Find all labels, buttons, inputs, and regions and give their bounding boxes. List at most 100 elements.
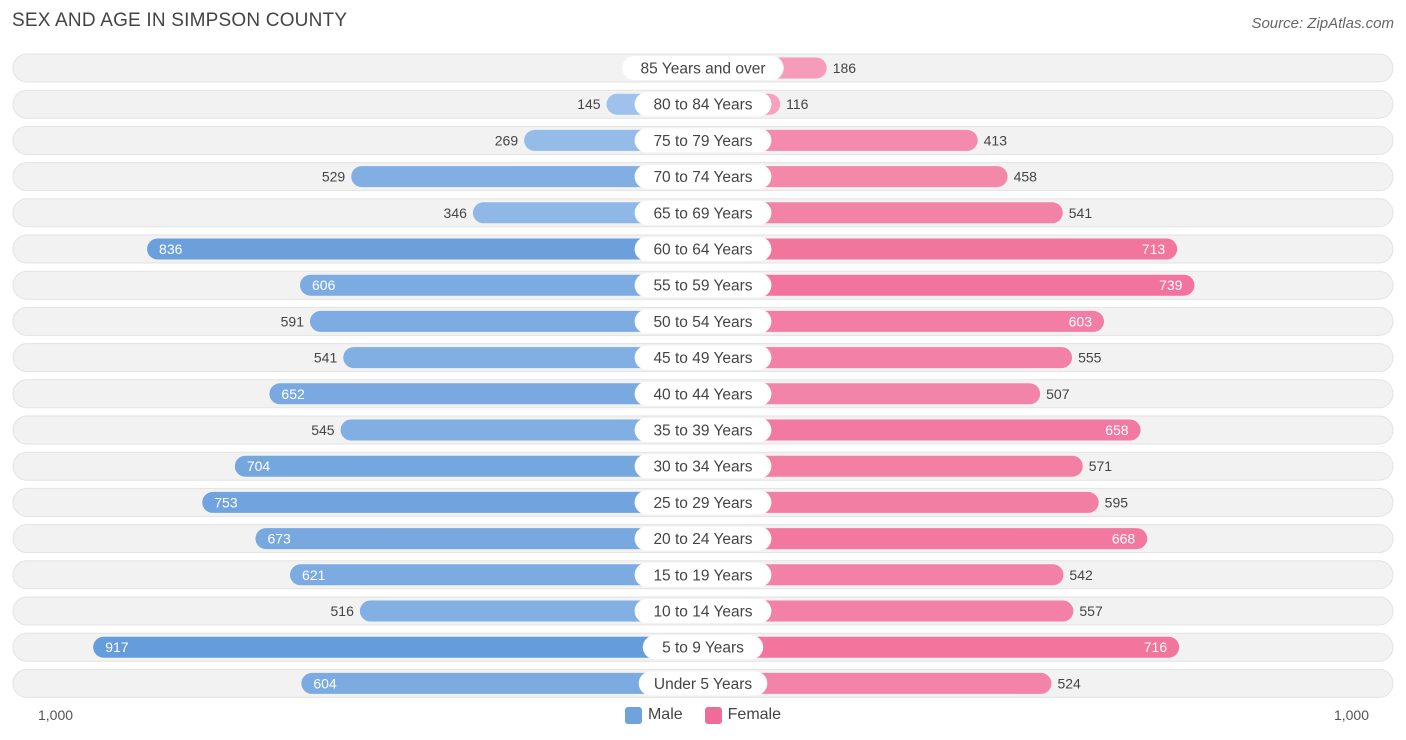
category-label: 40 to 44 Years bbox=[653, 386, 752, 403]
female-bar bbox=[703, 310, 1104, 332]
male-value-label: 606 bbox=[312, 277, 336, 293]
male-bar bbox=[147, 238, 703, 260]
female-bar bbox=[703, 129, 978, 151]
female-bar bbox=[703, 202, 1063, 224]
category-pill bbox=[634, 273, 772, 298]
male-bar bbox=[359, 600, 703, 622]
female-bar bbox=[703, 419, 1141, 441]
female-bar bbox=[703, 491, 1099, 513]
male-value-label: 836 bbox=[159, 241, 183, 257]
female-value-label: 507 bbox=[1046, 386, 1070, 402]
category-label: 55 to 59 Years bbox=[653, 278, 752, 295]
male-value-label: 516 bbox=[331, 603, 355, 619]
male-value-label: 917 bbox=[105, 639, 129, 655]
male-bar bbox=[290, 564, 703, 586]
category-label: 70 to 74 Years bbox=[653, 169, 752, 186]
legend: Male Female bbox=[0, 706, 1406, 724]
male-bar bbox=[351, 166, 703, 188]
male-bar bbox=[269, 383, 703, 405]
female-value-label: 571 bbox=[1089, 458, 1113, 474]
male-bar bbox=[340, 419, 703, 441]
category-label: 30 to 34 Years bbox=[653, 459, 752, 476]
female-bar bbox=[703, 274, 1195, 296]
category-label: 65 to 69 Years bbox=[653, 205, 752, 222]
category-label: 80 to 84 Years bbox=[653, 97, 752, 114]
female-value-label: 541 bbox=[1069, 205, 1093, 221]
category-label: 20 to 24 Years bbox=[653, 531, 752, 548]
category-label: 50 to 54 Years bbox=[653, 314, 752, 331]
category-pill bbox=[634, 599, 772, 623]
male-value-label: 346 bbox=[444, 205, 468, 221]
category-pill bbox=[634, 562, 772, 587]
female-value-label: 716 bbox=[1144, 639, 1168, 655]
female-value-label: 603 bbox=[1069, 313, 1093, 329]
legend-item-male: Male bbox=[624, 706, 683, 724]
female-bar bbox=[703, 166, 1008, 188]
axis-label-right: 1,000 bbox=[1333, 707, 1369, 723]
female-bar bbox=[703, 672, 1052, 694]
category-label: 35 to 39 Years bbox=[653, 423, 752, 440]
female-value-label: 524 bbox=[1057, 675, 1081, 691]
female-bar bbox=[703, 347, 1073, 369]
male-value-label: 704 bbox=[247, 458, 271, 474]
female-value-label: 555 bbox=[1078, 350, 1102, 366]
category-pill bbox=[634, 92, 772, 117]
source-note: Source: ZipAtlas.com bbox=[1251, 15, 1394, 32]
male-bar bbox=[301, 672, 703, 694]
category-pill bbox=[634, 526, 772, 551]
male-value-label: 604 bbox=[313, 675, 337, 691]
female-bar bbox=[703, 528, 1148, 550]
category-label: 10 to 14 Years bbox=[653, 604, 752, 621]
category-label: 45 to 49 Years bbox=[653, 350, 752, 367]
category-pill bbox=[634, 164, 772, 189]
male-value-label: 753 bbox=[214, 494, 238, 510]
female-bar bbox=[703, 238, 1178, 260]
male-value-label: 591 bbox=[281, 313, 305, 329]
male-value-label: 652 bbox=[281, 386, 305, 402]
female-bar bbox=[703, 383, 1041, 405]
female-bar bbox=[703, 600, 1074, 622]
female-value-label: 458 bbox=[1014, 169, 1038, 185]
category-label: 25 to 29 Years bbox=[653, 495, 752, 512]
category-label: 5 to 9 Years bbox=[662, 640, 744, 657]
female-value-label: 413 bbox=[984, 132, 1008, 148]
category-pill bbox=[634, 345, 772, 370]
category-pill bbox=[634, 418, 772, 442]
legend-label-male: Male bbox=[647, 706, 683, 723]
male-bar bbox=[309, 310, 703, 332]
category-label: Under 5 Years bbox=[654, 676, 752, 693]
male-bar bbox=[234, 455, 703, 477]
category-pill bbox=[634, 381, 772, 406]
category-pill bbox=[634, 454, 772, 479]
male-bar bbox=[343, 347, 703, 369]
category-pill bbox=[634, 128, 772, 153]
male-value-label: 673 bbox=[267, 531, 291, 547]
female-value-label: 739 bbox=[1159, 277, 1183, 293]
legend-swatch-female bbox=[704, 706, 722, 724]
category-label: 75 to 79 Years bbox=[653, 133, 752, 150]
male-value-label: 269 bbox=[495, 132, 519, 148]
male-value-label: 145 bbox=[577, 96, 601, 112]
category-label: 60 to 64 Years bbox=[653, 242, 752, 259]
female-bar bbox=[703, 455, 1083, 477]
male-value-label: 621 bbox=[302, 567, 326, 583]
category-pill bbox=[638, 671, 768, 696]
legend-label-female: Female bbox=[727, 706, 782, 723]
female-value-label: 595 bbox=[1105, 494, 1129, 510]
category-label: 15 to 19 Years bbox=[653, 567, 752, 584]
female-value-label: 668 bbox=[1112, 531, 1136, 547]
female-value-label: 557 bbox=[1079, 603, 1103, 619]
legend-item-female: Female bbox=[704, 706, 782, 724]
male-bar bbox=[93, 636, 703, 658]
female-value-label: 186 bbox=[833, 60, 857, 76]
male-value-label: 545 bbox=[311, 422, 335, 438]
female-value-label: 658 bbox=[1105, 422, 1129, 438]
category-pill bbox=[622, 56, 784, 80]
female-bar bbox=[703, 564, 1064, 586]
male-bar bbox=[255, 528, 703, 550]
female-value-label: 542 bbox=[1069, 567, 1093, 583]
category-pill bbox=[634, 490, 772, 515]
male-value-label: 529 bbox=[322, 169, 346, 185]
legend-swatch-male bbox=[624, 706, 642, 724]
